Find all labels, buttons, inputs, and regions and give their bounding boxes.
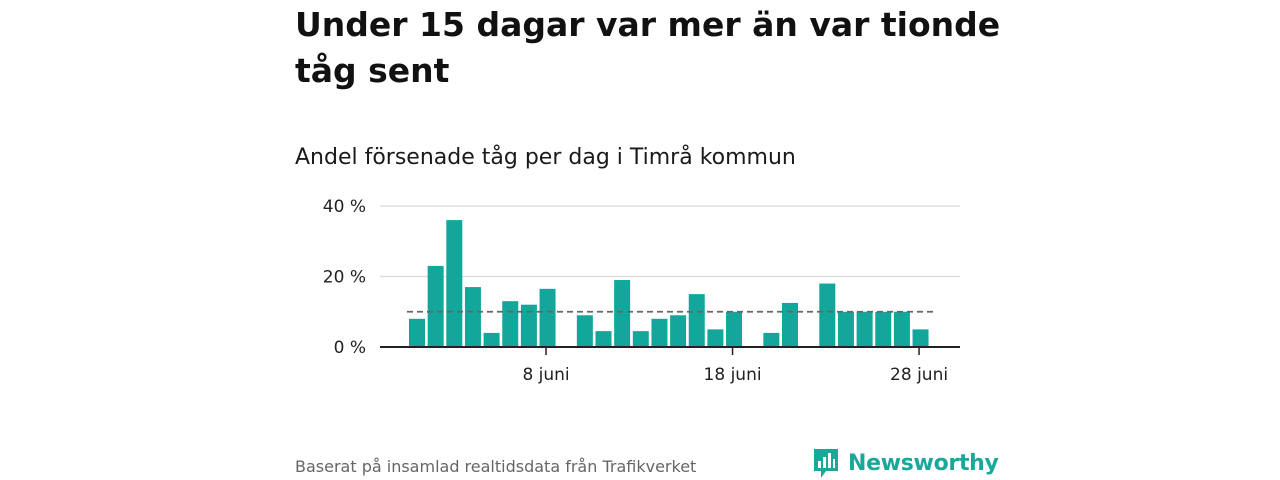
bar — [651, 318, 668, 347]
brand-name: Newsworthy — [848, 450, 999, 476]
bar — [707, 329, 724, 347]
chart-title: Under 15 dagar var mer än var tionde tåg… — [295, 5, 1001, 90]
bar — [763, 332, 780, 347]
x-tick-label: 28 juni — [890, 365, 948, 385]
bar — [539, 288, 556, 347]
bar — [502, 301, 519, 347]
bar — [688, 294, 705, 347]
x-tick-label: 18 juni — [704, 365, 762, 385]
bar — [819, 283, 836, 347]
bar — [726, 311, 743, 347]
bar — [446, 220, 463, 347]
bar — [856, 311, 873, 347]
bar — [595, 331, 612, 347]
bar — [782, 302, 798, 347]
newsworthy-logo-icon — [814, 449, 838, 478]
bar — [614, 280, 631, 347]
brand-logo: Newsworthy — [812, 446, 999, 480]
bar — [670, 315, 687, 347]
x-tick-label: 8 juni — [522, 365, 569, 385]
bar — [427, 265, 444, 347]
bar — [632, 331, 649, 347]
bar — [875, 311, 892, 347]
bar — [912, 329, 929, 347]
bar — [837, 311, 854, 347]
source-note: Baserat på insamlad realtidsdata från Tr… — [295, 457, 697, 476]
y-tick-label: 20 % — [323, 268, 366, 288]
bar — [520, 304, 537, 347]
bar — [893, 311, 910, 347]
bar — [464, 287, 481, 347]
bar — [576, 315, 593, 347]
y-tick-label: 0 % — [334, 338, 366, 358]
y-tick-label: 40 % — [323, 197, 366, 217]
bar — [409, 318, 425, 347]
chart-subtitle: Andel försenade tåg per dag i Timrå komm… — [295, 145, 796, 170]
bar — [483, 332, 500, 347]
